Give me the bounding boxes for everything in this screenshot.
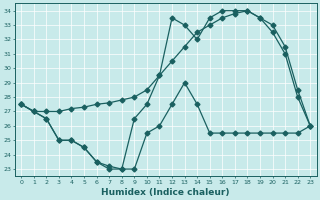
X-axis label: Humidex (Indice chaleur): Humidex (Indice chaleur) [101, 188, 230, 197]
